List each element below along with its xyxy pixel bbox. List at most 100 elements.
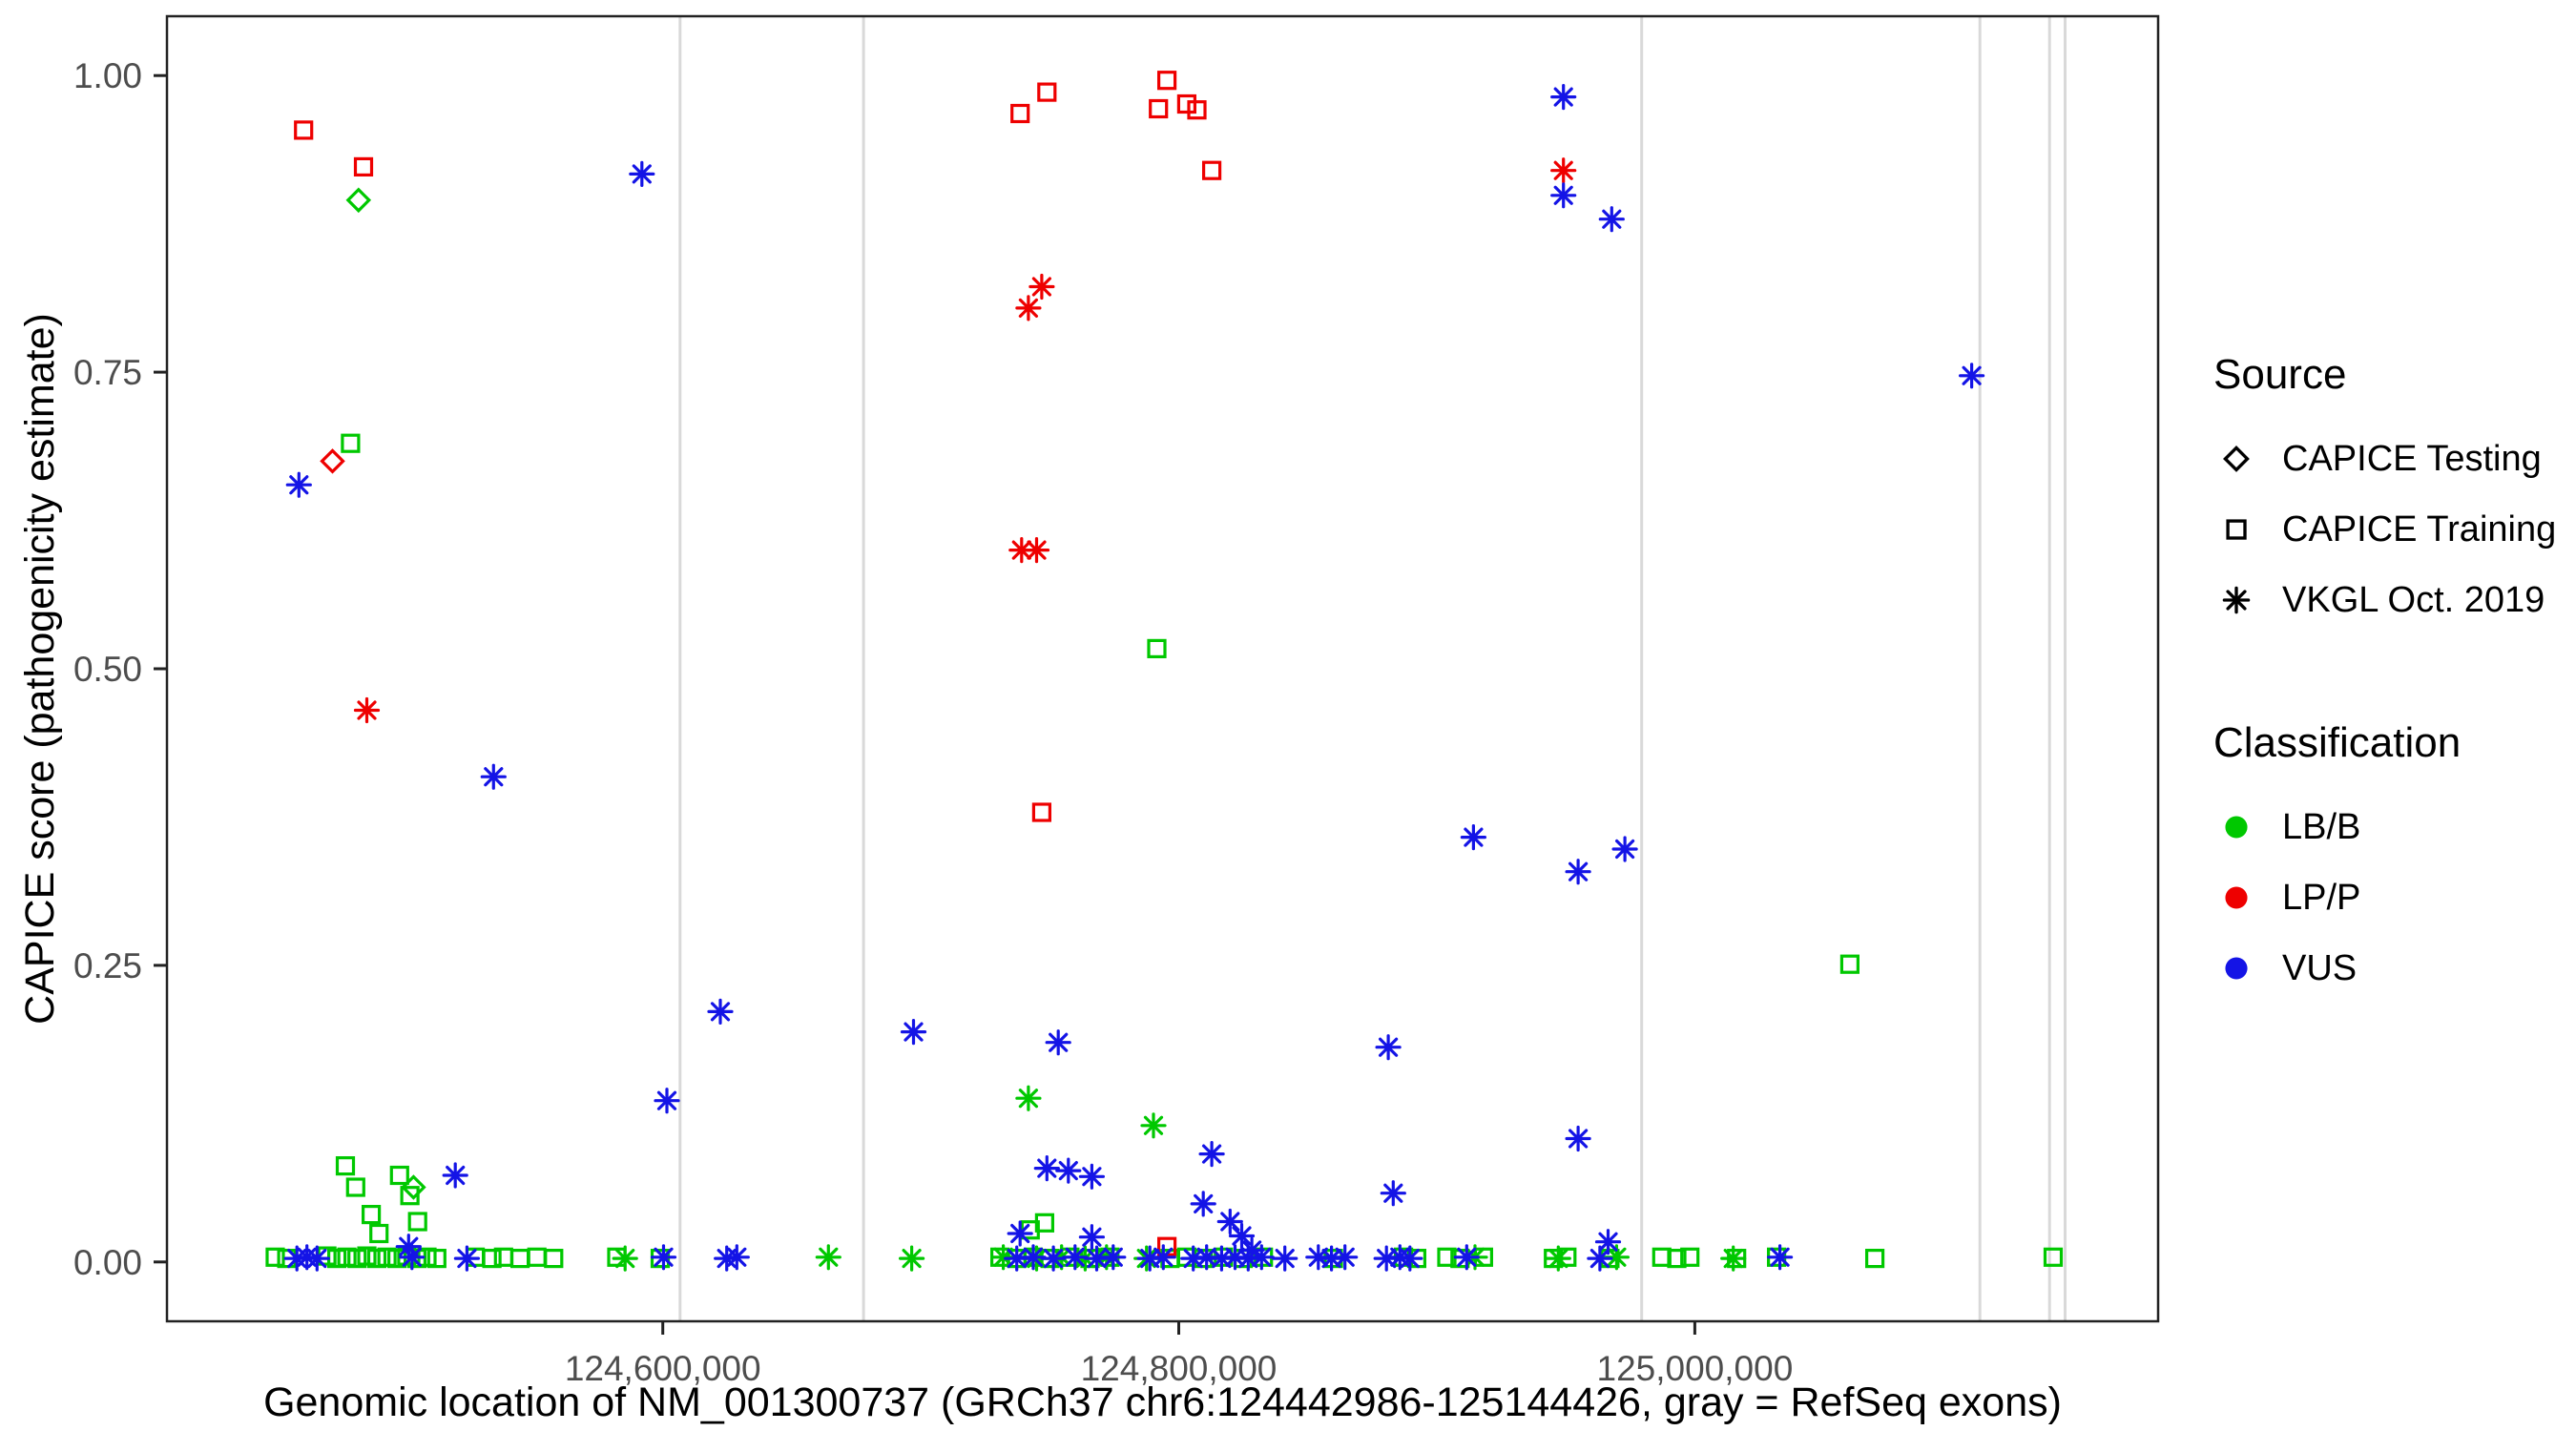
point-square: [353, 156, 374, 176]
point-asterisk: [1587, 1245, 1613, 1272]
point-square: [1839, 954, 1860, 974]
legend-circle-icon: [2225, 957, 2248, 980]
point-asterisk: [1062, 1244, 1089, 1271]
point-asterisk: [723, 1244, 750, 1271]
legend-circle-icon: [2225, 886, 2248, 909]
x-tick-label: 125,000,000: [1597, 1349, 1794, 1388]
point-square: [265, 1247, 285, 1267]
point-square: [407, 1212, 427, 1232]
legend-item: VKGL Oct. 2019: [2213, 565, 2556, 635]
legend-item: LB/B: [2213, 792, 2556, 862]
point-asterisk: [707, 998, 734, 1026]
point-asterisk: [1150, 1244, 1176, 1271]
legend-square-icon: [2226, 519, 2247, 540]
point-asterisk: [1550, 157, 1577, 184]
y-tick-label: 1.00: [73, 56, 142, 95]
point-asterisk: [1460, 823, 1487, 851]
point-asterisk: [353, 696, 381, 724]
point-asterisk: [1453, 1244, 1480, 1271]
point-square: [366, 1248, 387, 1269]
point-asterisk: [1140, 1112, 1167, 1139]
point-asterisk: [1045, 1029, 1071, 1056]
point-asterisk: [815, 1244, 841, 1271]
point-asterisk: [1565, 859, 1591, 885]
point-square: [337, 1247, 357, 1267]
point-square: [369, 1223, 389, 1244]
point-asterisk: [1216, 1208, 1243, 1235]
y-tick-label: 0.50: [73, 650, 142, 689]
legend-dot: [2225, 816, 2248, 839]
point-asterisk: [650, 1244, 677, 1271]
point-asterisk: [1545, 1245, 1571, 1272]
point-asterisk: [303, 1245, 330, 1272]
point-asterisk: [1594, 1229, 1622, 1255]
legend-dot: [2225, 886, 2248, 909]
point-asterisk: [1375, 1034, 1402, 1061]
point-square: [362, 1204, 382, 1225]
point-asterisk: [285, 471, 312, 498]
point-asterisk: [1766, 1244, 1794, 1271]
point-square: [1010, 103, 1030, 124]
point-square: [2226, 519, 2247, 540]
point-asterisk: [1198, 1140, 1225, 1168]
point-square: [400, 1186, 420, 1206]
point-square: [1201, 160, 1222, 180]
y-tick-label: 0.25: [73, 946, 142, 985]
point-asterisk: [1015, 1085, 1042, 1111]
point-square: [1031, 802, 1052, 822]
legend-classification-block: Classification LB/B LP/P VUS: [2213, 719, 2556, 1004]
point-square: [2043, 1247, 2064, 1267]
point-asterisk: [1040, 1245, 1067, 1272]
point-asterisk: [1055, 1157, 1082, 1184]
point-square: [335, 1155, 356, 1176]
point-square: [1147, 638, 1167, 659]
point-square: [426, 1248, 447, 1269]
point-asterisk: [442, 1162, 468, 1189]
legend-item: VUS: [2213, 933, 2556, 1004]
point-square: [1037, 82, 1057, 102]
point-asterisk: [1015, 295, 1042, 321]
x-axis-label: Genomic location of NM_001300737 (GRCh37…: [263, 1379, 2062, 1425]
point-square: [347, 1248, 367, 1269]
point-asterisk: [1023, 536, 1050, 564]
point-square: [345, 1177, 365, 1197]
point-asterisk: [1020, 1244, 1047, 1271]
point-asterisk: [1078, 1163, 1106, 1190]
legend-source-block: Source CAPICE Testing CAPICE Training VKGL…: [2213, 351, 2556, 635]
point-asterisk: [1550, 182, 1577, 209]
point-square: [1187, 100, 1207, 120]
legend-item-label: CAPICE Training: [2282, 508, 2557, 550]
legend-circle-icon: [2225, 816, 2248, 839]
legend: Source CAPICE Testing CAPICE Training VKGL…: [2213, 351, 2556, 1004]
legend-diamond-icon: [2223, 446, 2250, 472]
point-square: [527, 1247, 547, 1267]
point-asterisk: [629, 160, 655, 187]
legend-dot: [2225, 957, 2248, 980]
legend-item-label: VKGL Oct. 2019: [2282, 579, 2545, 620]
point-asterisk: [2222, 586, 2251, 614]
point-asterisk: [399, 1244, 426, 1271]
point-asterisk: [1332, 1244, 1359, 1271]
point-asterisk: [1380, 1180, 1406, 1207]
x-tick-label: 124,600,000: [565, 1349, 761, 1388]
point-asterisk: [898, 1245, 925, 1272]
point-asterisk: [1611, 836, 1638, 862]
y-tick-label: 0.00: [73, 1243, 142, 1282]
point-asterisk: [1598, 206, 1625, 233]
point-asterisk: [1272, 1245, 1298, 1272]
legend-source-items: CAPICE Testing CAPICE Training VKGL Oct. 2…: [2213, 424, 2556, 635]
point-diamond: [2223, 446, 2250, 472]
point-square: [1680, 1247, 1700, 1267]
point-square: [341, 433, 361, 453]
legend-item-label: CAPICE Testing: [2282, 438, 2542, 479]
legend-item-label: LB/B: [2282, 806, 2361, 847]
point-asterisk: [612, 1245, 638, 1272]
point-asterisk: [1100, 1244, 1127, 1271]
point-asterisk: [1228, 1222, 1256, 1250]
point-asterisk: [1004, 1245, 1030, 1272]
point-asterisk: [1033, 1154, 1060, 1182]
point-asterisk: [1007, 1220, 1033, 1247]
legend-source-title: Source: [2213, 351, 2347, 398]
